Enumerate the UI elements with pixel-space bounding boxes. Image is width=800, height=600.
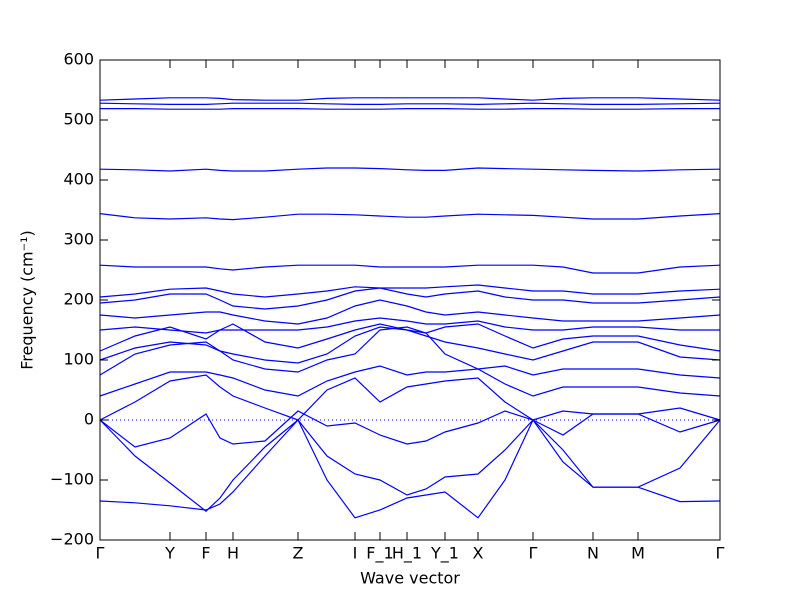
band-line: [99, 213, 721, 221]
y-tick-label: 400: [63, 170, 94, 189]
x-tick-label: Γ: [716, 544, 725, 563]
y-tick-label: 300: [63, 230, 94, 249]
x-tick-label: H: [227, 544, 239, 563]
band-line: [99, 419, 721, 512]
band-line: [99, 410, 721, 448]
band-line: [99, 326, 721, 364]
band-line: [99, 167, 721, 172]
band-line: [99, 287, 721, 310]
x-tick-label: Y: [164, 544, 175, 563]
band-line: [99, 97, 721, 101]
band-line: [99, 284, 721, 298]
y-tick-label: 200: [63, 290, 94, 309]
x-tick-label: Y_1: [430, 544, 459, 564]
y-tick-label: 600: [63, 50, 94, 69]
band-line: [99, 323, 721, 352]
x-tick-label: N: [587, 544, 599, 563]
x-tick-label: H_1: [392, 544, 422, 564]
x-tick-label: Γ: [96, 544, 105, 563]
y-tick-label: −100: [50, 470, 94, 489]
band-line: [99, 102, 721, 106]
x-tick-label: M: [631, 544, 645, 563]
x-tick-label: F: [201, 544, 210, 563]
band-line: [100, 108, 720, 110]
x-tick-label: F_1: [366, 544, 393, 564]
y-tick-label: −200: [50, 530, 94, 549]
x-tick-label: Z: [293, 544, 304, 563]
band-line: [99, 374, 721, 421]
y-axis-label: Frequency (cm⁻¹): [18, 230, 37, 369]
x-tick-label: Γ: [529, 544, 538, 563]
y-tick-label: 100: [63, 350, 94, 369]
band-line: [99, 317, 720, 334]
band-line: [99, 418, 721, 519]
band-line: [99, 365, 721, 397]
x-axis-label: Wave vector: [360, 569, 460, 588]
y-tick-label: 0: [84, 410, 94, 429]
band-line: [99, 264, 721, 274]
x-tick-label: X: [473, 544, 484, 563]
band-line: [99, 299, 721, 325]
x-tick-label: I: [353, 544, 358, 563]
y-tick-label: 500: [63, 110, 94, 129]
